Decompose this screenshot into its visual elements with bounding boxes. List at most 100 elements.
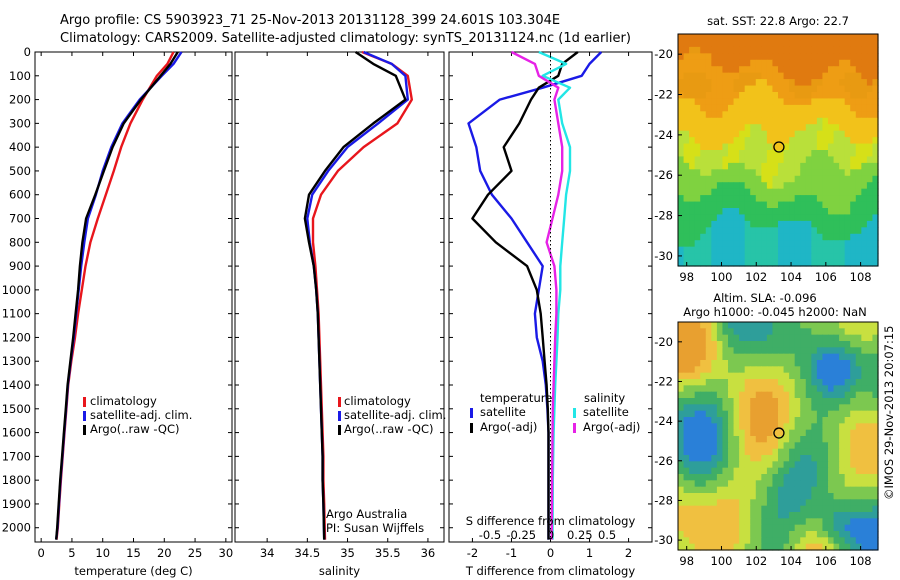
sst-map-cell	[850, 259, 857, 267]
sst-map-cell	[872, 85, 879, 93]
sla-map-cell	[778, 347, 785, 355]
sst-map-cell	[844, 79, 851, 87]
sst-map-cell	[872, 240, 879, 248]
sla-map-cell	[850, 543, 857, 551]
sst-map-cell	[744, 169, 751, 177]
sla-map-cell	[828, 524, 835, 532]
sla-map-cell	[789, 410, 796, 418]
sst-map-cell	[755, 240, 762, 248]
depth-tick-label: 1500	[2, 402, 31, 416]
sla-map-cell	[844, 372, 851, 380]
sst-map-cell	[861, 195, 868, 203]
sla-map-cell	[861, 480, 868, 488]
sla-map-cell	[789, 379, 796, 386]
sla-map-cell	[716, 436, 724, 443]
sst-map-cell	[761, 162, 768, 170]
sla-map-cell	[761, 467, 768, 475]
sla-map-cell	[805, 505, 812, 513]
sst-map-cell	[816, 253, 824, 261]
sla-map-cell	[683, 455, 690, 462]
sla-map-cell	[739, 543, 746, 551]
sla-map-cell	[778, 493, 785, 500]
sst-map-cell	[711, 246, 718, 254]
sla-map-cell	[683, 493, 690, 500]
sla-map-cell	[772, 480, 779, 488]
sst-map-cell	[822, 188, 829, 196]
sst-map-cell	[766, 156, 774, 164]
sla-map-cell	[772, 410, 779, 418]
sla-map-cell	[694, 537, 701, 545]
sla-map-cell	[811, 360, 818, 367]
sla-map-cell	[783, 423, 790, 431]
sla-map-cell	[694, 543, 701, 551]
sst-map-cell	[678, 111, 685, 119]
sla-map-cell	[739, 531, 746, 538]
sst-map-cell	[794, 59, 801, 67]
sst-map-cell	[739, 233, 746, 241]
sst-map-cell	[822, 227, 829, 235]
sst-map-cell	[805, 169, 812, 177]
sst-map-cell	[828, 182, 835, 190]
sla-map-cell	[739, 467, 746, 475]
sst-map-cell	[761, 98, 768, 106]
sla-map-cell	[816, 505, 824, 513]
sla-map-cell	[800, 410, 807, 418]
sla-map-cell	[694, 366, 701, 374]
sst-map-cell	[689, 175, 696, 183]
sla-map-cell	[816, 398, 824, 405]
sla-map-cell	[766, 372, 774, 380]
sdiff-tick-label: -0.25	[506, 528, 536, 542]
sst-map-cell	[778, 214, 785, 222]
sla-map-cell	[689, 404, 696, 412]
sla-map-cell	[755, 455, 762, 462]
sla-map-cell	[789, 455, 796, 462]
sst-map-cell	[783, 214, 790, 222]
sla-map-cell	[733, 366, 740, 374]
sst-map-cell	[839, 227, 846, 235]
sst-map-cell	[828, 175, 835, 183]
sla-map-cell	[778, 467, 785, 475]
sst-map-cell	[744, 195, 751, 203]
sst-map-cell	[755, 259, 762, 267]
sst-map-cell	[833, 188, 840, 196]
sst-map-cell	[816, 208, 824, 216]
sla-map-cell	[828, 372, 835, 380]
sla-map-cell	[861, 448, 868, 456]
sst-map-cell	[689, 72, 696, 80]
sla-map-cell	[778, 518, 785, 526]
sla-map-cell	[805, 543, 812, 551]
sst-map-cell	[805, 162, 812, 170]
sst-map-cell	[739, 195, 746, 203]
sst-map-cell	[750, 220, 757, 228]
sla-map-cell	[822, 455, 829, 462]
sst-map-cell	[739, 143, 746, 151]
sla-map-cell	[700, 379, 707, 386]
sla-map-cell	[683, 531, 690, 538]
sst-map-cell	[766, 111, 774, 119]
sst-map-cell	[716, 182, 724, 190]
sla-map-cell	[839, 379, 846, 386]
sst-map-cell	[733, 143, 740, 151]
sla-map-cell	[866, 341, 874, 348]
sla-map-cell	[750, 499, 757, 507]
sla-map-cell	[728, 353, 735, 361]
sst-map-cell	[694, 137, 701, 145]
sla-map-cell	[800, 366, 807, 374]
sst-map-cell	[811, 214, 818, 222]
sla-map-cell	[733, 398, 740, 405]
sst-map-cell	[816, 143, 824, 151]
sla-map-cell	[861, 372, 868, 380]
sst-map-cell	[850, 34, 857, 42]
sla-map-cell	[789, 385, 796, 393]
sst-map-cell	[755, 150, 762, 158]
sst-map-cell	[800, 156, 807, 164]
sst-map-cell	[705, 195, 712, 203]
sla-map-cell	[805, 436, 812, 443]
sst-map-cell	[689, 34, 696, 42]
sst-map-cell	[728, 240, 735, 248]
sla-map-cell	[855, 486, 862, 494]
sla-map-cell	[800, 334, 807, 342]
sla-map-cell	[778, 543, 785, 551]
sst-map-cell	[683, 137, 690, 145]
sst-map-cell	[772, 143, 779, 151]
